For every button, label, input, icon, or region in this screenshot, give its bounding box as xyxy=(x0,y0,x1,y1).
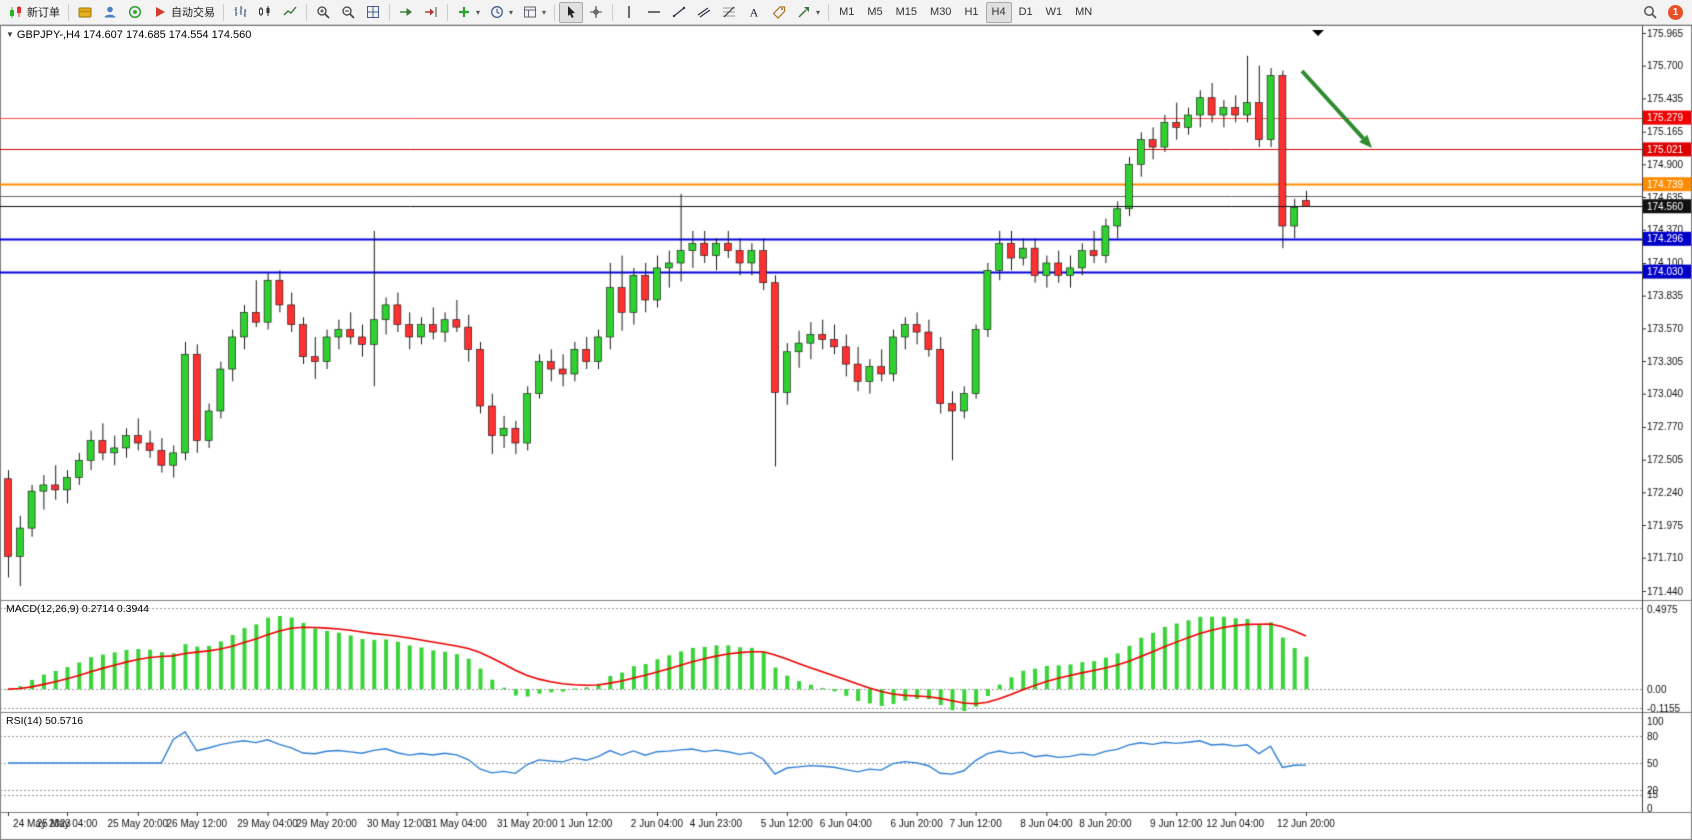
tile-windows-button[interactable] xyxy=(361,2,385,23)
line-chart-button[interactable] xyxy=(278,2,302,23)
indicators-icon xyxy=(456,4,472,20)
candlestick-icon xyxy=(257,4,273,20)
shapes-button[interactable]: ▾ xyxy=(792,2,824,23)
button-label: 新订单 xyxy=(27,7,60,19)
trendline-button[interactable] xyxy=(667,2,691,23)
button-label: H1 xyxy=(964,6,979,18)
notification-badge[interactable]: 1 xyxy=(1668,4,1683,20)
trendline-icon xyxy=(671,4,687,20)
search-icon xyxy=(1642,4,1658,20)
vertical-line-icon xyxy=(621,4,637,20)
timeframe-mn-button[interactable]: MN xyxy=(1069,2,1098,23)
periods-button[interactable]: ▾ xyxy=(485,2,517,23)
label-icon xyxy=(771,4,787,20)
button-label: 自动交易 xyxy=(171,7,215,19)
button-label: D1 xyxy=(1018,6,1033,18)
templates-button[interactable]: ▾ xyxy=(518,2,550,23)
profile-button[interactable] xyxy=(98,2,122,23)
bar-chart-button[interactable] xyxy=(228,2,252,23)
price-chart-canvas[interactable] xyxy=(0,25,1692,840)
candlestick-button[interactable] xyxy=(253,2,277,23)
button-label: M1 xyxy=(839,6,855,18)
headset-icon xyxy=(127,4,143,20)
zoom-out-icon xyxy=(340,4,356,20)
toolbar-separator xyxy=(447,3,448,21)
label-button[interactable] xyxy=(767,2,791,23)
crosshair-button[interactable] xyxy=(584,2,608,23)
timeframe-m1-button[interactable]: M1 xyxy=(833,2,860,23)
line-chart-icon xyxy=(282,4,298,20)
toolbar-separator xyxy=(223,3,224,21)
auto-scroll-button[interactable] xyxy=(394,2,418,23)
chevron-down-icon: ▾ xyxy=(509,7,514,17)
toolbar-separator xyxy=(828,3,830,21)
indicators-button[interactable]: ▾ xyxy=(452,2,484,23)
chevron-down-icon: ▾ xyxy=(476,7,481,17)
timeframe-h4-button[interactable]: H4 xyxy=(985,1,1012,23)
zoom-in-button[interactable] xyxy=(311,2,335,23)
button-label: H4 xyxy=(991,6,1006,18)
zoom-in-icon xyxy=(315,4,331,20)
channel-button[interactable] xyxy=(692,2,716,23)
support-button[interactable] xyxy=(123,2,147,23)
crosshair-icon xyxy=(588,4,604,20)
vertical-line-button[interactable] xyxy=(617,2,641,23)
chart-shift-button[interactable] xyxy=(419,2,443,23)
button-label: M5 xyxy=(867,6,883,18)
horizontal-line-button[interactable] xyxy=(642,2,666,23)
deposit-button[interactable] xyxy=(73,2,97,23)
toolbar-separator xyxy=(554,3,556,21)
text-icon: A xyxy=(746,4,762,20)
timeframe-w1-button[interactable]: W1 xyxy=(1040,2,1069,23)
profile-icon xyxy=(102,4,118,20)
toolbar-separator xyxy=(389,3,390,21)
fibonacci-button[interactable] xyxy=(717,2,741,23)
button-label: M15 xyxy=(895,6,918,18)
timeframe-m30-button[interactable]: M30 xyxy=(924,2,957,23)
button-label: MN xyxy=(1075,6,1093,18)
wallet-icon xyxy=(77,4,93,20)
tile-windows-icon xyxy=(365,4,381,20)
fibonacci-icon xyxy=(721,4,737,20)
search-button[interactable] xyxy=(1638,2,1662,23)
new-order-icon xyxy=(8,4,24,20)
cursor-button[interactable] xyxy=(559,1,584,23)
chevron-down-icon: ▾ xyxy=(816,7,821,17)
timeframe-h1-button[interactable]: H1 xyxy=(958,2,984,23)
text-button[interactable]: A xyxy=(742,2,766,23)
toolbar-separator xyxy=(68,3,69,21)
auto-trading-icon xyxy=(152,4,168,20)
timeframe-m15-button[interactable]: M15 xyxy=(890,2,923,23)
shapes-icon xyxy=(796,4,812,20)
timeframe-d1-button[interactable]: D1 xyxy=(1013,2,1039,23)
toolbar-separator xyxy=(306,3,307,21)
auto-trading-button[interactable]: 自动交易 xyxy=(148,2,219,23)
horizontal-line-icon xyxy=(646,4,662,20)
auto-scroll-icon xyxy=(398,4,414,20)
toolbar: 新订单 自动交易 ▾ ▾ ▾ A ▾ M1 M5 M15 M30 H1 H4 D1 W1 MN 1 xyxy=(0,0,1692,25)
timeframe-m5-button[interactable]: M5 xyxy=(861,2,888,23)
template-icon xyxy=(522,4,538,20)
chevron-down-icon: ▾ xyxy=(542,7,547,17)
channel-icon xyxy=(696,4,712,20)
svg-text:A: A xyxy=(750,6,759,20)
chart-window: ▼ GBPJPY-,H4 174.607 174.685 174.554 174.… xyxy=(0,25,1692,840)
toolbar-separator xyxy=(612,3,614,21)
new-order-button[interactable]: 新订单 xyxy=(4,2,64,23)
bar-chart-icon xyxy=(232,4,248,20)
zoom-out-button[interactable] xyxy=(336,2,360,23)
chart-shift-icon xyxy=(423,4,439,20)
button-label: M30 xyxy=(930,6,952,18)
clock-icon xyxy=(489,4,505,20)
button-label: W1 xyxy=(1045,6,1063,18)
cursor-icon xyxy=(563,4,579,20)
